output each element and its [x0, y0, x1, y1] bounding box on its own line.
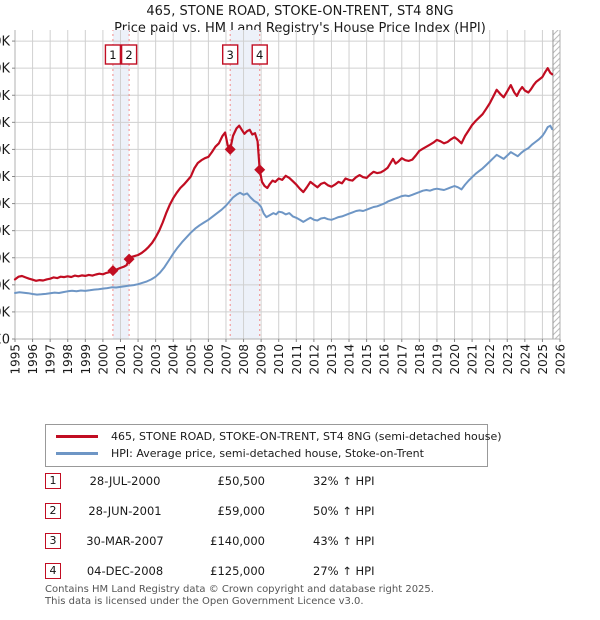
transaction-row: 4 04-DEC-2008 £125,000 27% ↑ HPI — [45, 563, 565, 581]
footer-copyright: Contains HM Land Registry data © Crown c… — [45, 584, 434, 607]
price-chart-canvas: 12 3 4 £0 £20K £40K £60K £80K £100K £120K £140K £16… — [0, 30, 568, 375]
sale-marker-diamond — [107, 265, 119, 277]
x-axis-label: 2015 — [360, 344, 374, 375]
x-axis-label: 2010 — [272, 344, 286, 375]
x-axis-label: 2007 — [219, 344, 233, 375]
footer-copyright-line2: This data is licensed under the Open Gov… — [45, 595, 364, 607]
x-axis-label: 2000 — [96, 344, 110, 375]
x-axis-label: 2011 — [290, 344, 304, 375]
x-axis-label: 2018 — [413, 344, 427, 375]
sale-marker-label-box — [120, 44, 138, 65]
hpi-line — [14, 124, 554, 296]
sale-marker-label-box — [104, 44, 122, 65]
red-line-swatch — [56, 435, 98, 438]
transaction-date: 04-DEC-2008 — [86, 564, 164, 578]
x-axis-label: 2006 — [202, 344, 216, 375]
transaction-hpi-delta: 50% ↑ HPI — [313, 504, 375, 518]
x-axis-label: 2009 — [255, 344, 269, 375]
future-hatch-area — [552, 30, 560, 339]
x-axis-label: 1996 — [26, 344, 40, 375]
sale-marker-diamond — [254, 164, 266, 176]
transaction-price: £50,500 — [217, 474, 265, 488]
legend-item-hpi: HPI: Average price, semi-detached house,… — [46, 445, 487, 462]
transaction-row: 2 28-JUN-2001 £59,000 50% ↑ HPI — [45, 503, 565, 521]
sale-period-band — [230, 30, 260, 339]
transaction-date: 28-JUL-2000 — [89, 474, 161, 488]
x-axis-label: 2012 — [307, 344, 321, 375]
x-axis-label: 1998 — [61, 344, 75, 375]
sale-marker-label: 2 — [125, 48, 132, 62]
x-axis-label: 2014 — [343, 344, 357, 375]
transaction-hpi-delta: 27% ↑ HPI — [313, 564, 375, 578]
y-axis-label: £100K — [0, 197, 10, 212]
y-axis-label: £140K — [0, 143, 10, 158]
y-axis-label: £200K — [0, 62, 10, 77]
x-axis-label: 2008 — [237, 344, 251, 375]
sale-marker-label-box — [221, 44, 239, 65]
legend-label-hpi: HPI: Average price, semi-detached house,… — [111, 447, 424, 460]
x-axis-label: 2023 — [501, 344, 515, 375]
legend: 465, STONE ROAD, STOKE-ON-TRENT, ST4 8NG… — [45, 424, 502, 467]
transaction-date: 28-JUN-2001 — [88, 504, 162, 518]
transaction-date: 30-MAR-2007 — [86, 534, 164, 548]
x-axis-label: 2019 — [430, 344, 444, 375]
blue-line-swatch — [56, 452, 98, 455]
transactions-table: 1 28-JUL-2000 £50,500 32% ↑ HPI 2 28-JUN… — [45, 473, 565, 583]
transaction-number-badge: 4 — [45, 563, 61, 579]
sale-marker-diamond — [123, 253, 135, 265]
sale-marker-label: 3 — [227, 48, 234, 62]
chart-title: 465, STONE ROAD, STOKE-ON-TRENT, ST4 8NG — [146, 4, 454, 19]
transaction-number-badge: 2 — [45, 503, 61, 519]
footer-copyright-line1: Contains HM Land Registry data © Crown c… — [45, 584, 434, 595]
sale-marker-label: 1 — [109, 48, 116, 62]
transaction-price: £59,000 — [217, 504, 265, 518]
x-axis-label: 2002 — [132, 344, 146, 375]
y-axis-label: £180K — [0, 89, 10, 104]
x-axis-label: 2026 — [554, 344, 568, 375]
sale-marker-label: 4 — [256, 48, 263, 62]
x-axis-label: 2017 — [395, 344, 409, 375]
sale-marker-label-box — [251, 44, 268, 65]
y-axis-label: £20K — [0, 305, 10, 320]
property-price-line — [13, 67, 554, 282]
transaction-number-badge: 1 — [45, 473, 61, 489]
chart-subtitle: Price paid vs. HM Land Registry's House … — [114, 21, 486, 36]
x-axis-label: 1995 — [9, 344, 23, 375]
legend-item-property: 465, STONE ROAD, STOKE-ON-TRENT, ST4 8NG… — [46, 428, 502, 445]
x-axis-label: 2003 — [149, 344, 163, 375]
transaction-price: £125,000 — [210, 564, 265, 578]
x-axis-label: 2001 — [114, 344, 128, 375]
sale-period-band — [112, 30, 130, 339]
y-axis-label: £220K — [0, 35, 10, 50]
y-axis-label: £160K — [0, 116, 10, 131]
x-axis-label: 2020 — [448, 344, 462, 375]
x-axis-label: 2004 — [167, 344, 181, 375]
x-axis-label: 2024 — [518, 344, 532, 375]
x-axis-label: 1997 — [44, 344, 58, 375]
y-axis-label: £60K — [0, 251, 10, 266]
x-axis-label: 2025 — [536, 344, 550, 375]
y-axis-label: £120K — [0, 170, 10, 185]
transaction-number-badge: 3 — [45, 533, 61, 549]
sale-marker-diamond — [224, 143, 236, 155]
x-axis-label: 2005 — [184, 344, 198, 375]
transaction-row: 3 30-MAR-2007 £140,000 43% ↑ HPI — [45, 533, 565, 551]
x-axis-label: 1999 — [79, 344, 93, 375]
y-axis-label: £80K — [0, 224, 10, 239]
legend-label-property: 465, STONE ROAD, STOKE-ON-TRENT, ST4 8NG… — [111, 430, 502, 443]
transaction-hpi-delta: 43% ↑ HPI — [313, 534, 375, 548]
x-axis-label: 2022 — [483, 344, 497, 375]
y-axis-label: £40K — [0, 278, 10, 293]
x-axis-label: 2013 — [325, 344, 339, 375]
plot-border — [14, 30, 561, 340]
y-axis-label: £0 — [0, 333, 10, 348]
transaction-price: £140,000 — [210, 534, 265, 548]
x-axis-label: 2016 — [378, 344, 392, 375]
transaction-row: 1 28-JUL-2000 £50,500 32% ↑ HPI — [45, 473, 565, 491]
transaction-hpi-delta: 32% ↑ HPI — [313, 474, 375, 488]
x-axis-label: 2021 — [466, 344, 480, 375]
